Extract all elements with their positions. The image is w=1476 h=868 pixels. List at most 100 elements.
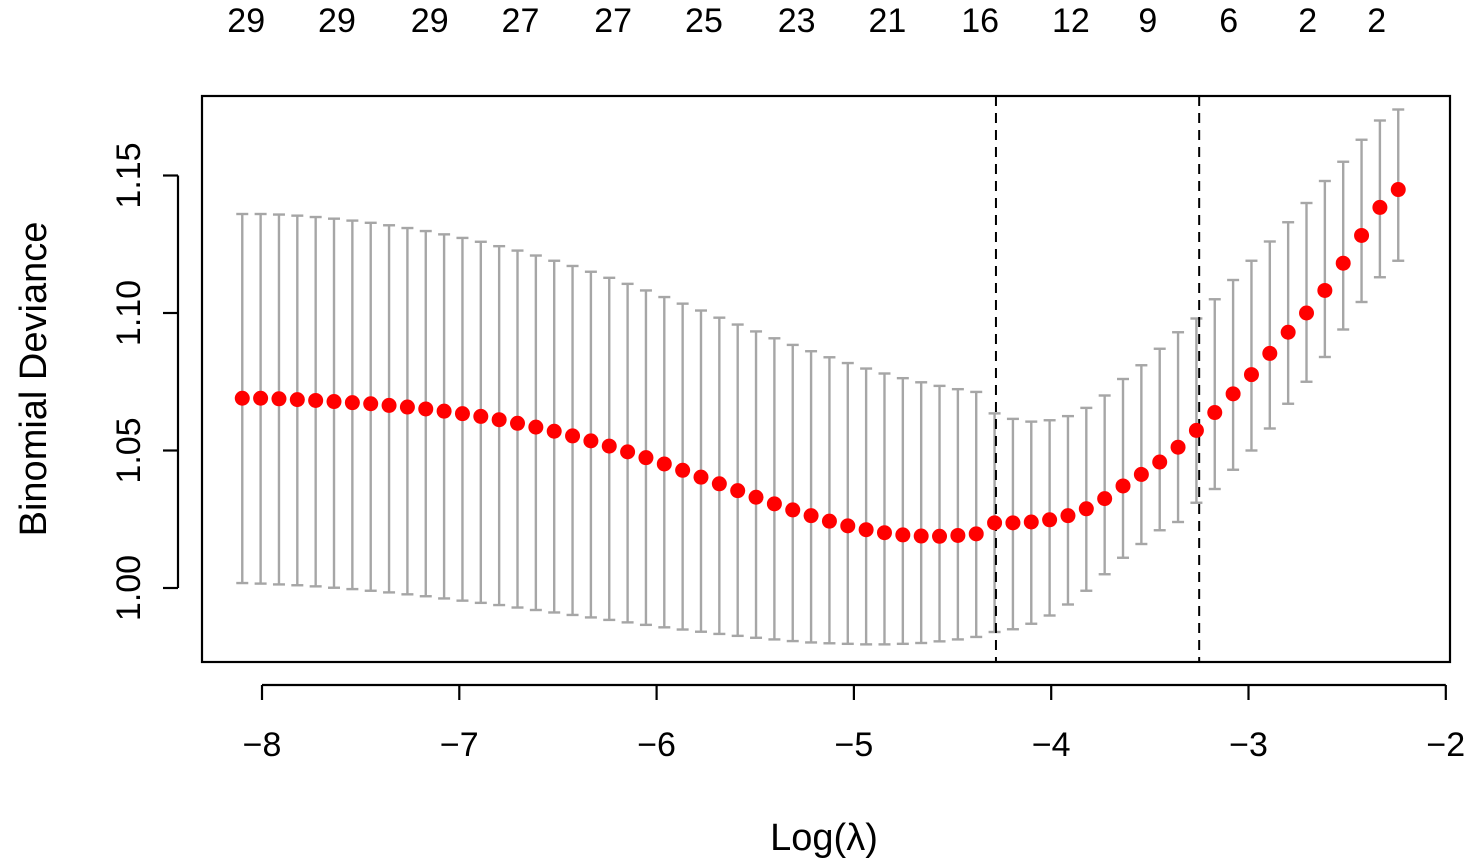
error-bar <box>1282 221 1295 405</box>
data-point <box>913 528 929 544</box>
top-axis-label: 29 <box>411 2 449 40</box>
top-axis-label: 27 <box>502 2 540 40</box>
data-point <box>1225 386 1241 402</box>
top-axis-label: 29 <box>318 2 356 40</box>
data-point <box>528 419 544 435</box>
data-point <box>1188 422 1204 438</box>
data-point <box>1243 367 1259 383</box>
data-points <box>234 182 1406 544</box>
top-axis-label: 9 <box>1138 2 1157 40</box>
data-point <box>473 408 489 424</box>
data-point <box>308 392 324 408</box>
error-bar <box>1172 331 1185 524</box>
error-bar <box>1373 119 1386 279</box>
top-axis-label: 25 <box>685 2 723 40</box>
data-point <box>803 508 819 524</box>
error-bar <box>713 316 726 636</box>
error-bar <box>841 361 854 646</box>
error-bar <box>915 381 928 645</box>
error-bar <box>750 330 763 639</box>
data-point <box>289 392 305 408</box>
data-point <box>730 483 746 499</box>
data-point <box>1170 439 1186 455</box>
x-tick-label: −6 <box>637 726 676 764</box>
data-point <box>748 489 764 505</box>
data-point <box>968 526 984 542</box>
data-point <box>344 395 360 411</box>
data-point <box>1262 345 1278 361</box>
data-point <box>565 428 581 444</box>
top-axis-label: 27 <box>594 2 632 40</box>
x-axis: −8 −7 −6 −5 −4 −3 −2 <box>243 683 1465 764</box>
top-axis-label: 21 <box>869 2 907 40</box>
data-point <box>418 401 434 417</box>
data-point <box>1097 491 1113 507</box>
data-point <box>399 399 415 415</box>
data-point <box>876 525 892 541</box>
data-point <box>766 496 782 512</box>
data-point <box>381 397 397 413</box>
x-tick-label: −7 <box>440 726 479 764</box>
x-tick-label: −4 <box>1032 726 1071 764</box>
error-bar <box>1337 160 1350 331</box>
data-point <box>234 390 250 406</box>
data-point <box>1207 405 1223 421</box>
error-bar <box>1117 377 1130 559</box>
top-axis-label: 23 <box>778 2 816 40</box>
error-bar <box>1135 364 1148 546</box>
error-bar <box>970 390 983 639</box>
data-point <box>1042 512 1058 528</box>
reference-lines <box>994 96 1201 662</box>
data-point <box>987 515 1003 531</box>
data-point <box>840 518 856 534</box>
data-point <box>363 396 379 412</box>
data-point <box>858 522 874 538</box>
error-bar <box>1208 298 1221 491</box>
data-point <box>583 433 599 449</box>
x-tick-label: −5 <box>835 726 874 764</box>
error-bar <box>768 337 781 641</box>
top-axis-label: 16 <box>961 2 999 40</box>
data-point <box>1335 255 1351 271</box>
data-point <box>656 456 672 472</box>
error-bar <box>805 350 818 644</box>
data-point <box>638 450 654 466</box>
error-bar <box>823 356 836 645</box>
data-point <box>546 423 562 439</box>
data-point <box>932 528 948 544</box>
top-axis-label: 6 <box>1219 2 1238 40</box>
data-point <box>693 469 709 485</box>
data-point <box>711 476 727 492</box>
data-point <box>1317 282 1333 298</box>
error-bar <box>731 323 744 638</box>
y-tick-label: 1.10 <box>110 280 148 346</box>
data-point <box>785 502 801 518</box>
data-point <box>620 444 636 460</box>
x-tick-label: −3 <box>1229 726 1268 764</box>
data-point <box>271 391 287 407</box>
error-bar <box>1355 138 1368 304</box>
error-bar <box>1245 259 1258 452</box>
y-tick-label: 1.15 <box>110 142 148 208</box>
data-point <box>1372 199 1388 215</box>
data-point <box>1152 454 1168 470</box>
y-axis: 1.00 1.05 1.10 1.15 <box>110 142 180 621</box>
error-bar <box>878 372 891 646</box>
top-axis-label: 29 <box>227 2 265 40</box>
error-bar <box>1098 394 1111 576</box>
error-bar <box>1080 406 1093 592</box>
error-bar <box>786 343 799 643</box>
x-tick-label: −2 <box>1426 726 1465 764</box>
x-tick-label: −8 <box>243 726 282 764</box>
y-tick-label: 1.05 <box>110 417 148 483</box>
top-axis-label: 2 <box>1298 2 1317 40</box>
data-point <box>436 403 452 419</box>
data-point <box>1060 508 1076 524</box>
error-bar <box>1318 179 1331 359</box>
data-point <box>1133 466 1149 482</box>
data-point <box>326 394 342 410</box>
data-point <box>1115 478 1131 494</box>
data-point <box>510 415 526 431</box>
data-point <box>1078 501 1094 517</box>
